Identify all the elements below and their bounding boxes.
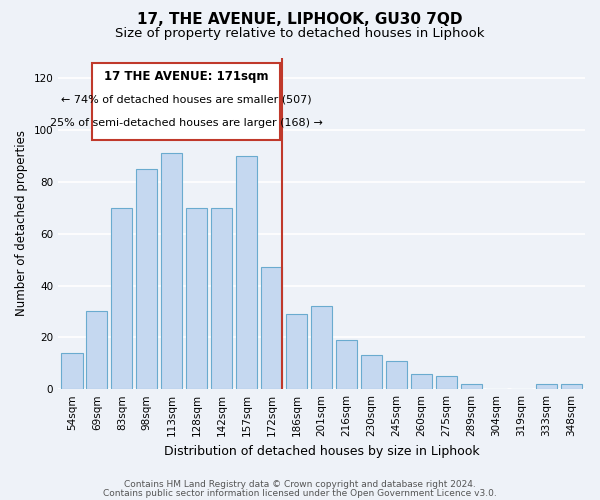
Bar	[261, 268, 282, 389]
Bar	[92, 62, 280, 140]
Y-axis label: Number of detached properties: Number of detached properties	[15, 130, 28, 316]
Text: ← 74% of detached houses are smaller (507): ← 74% of detached houses are smaller (50…	[61, 95, 311, 105]
Bar	[236, 156, 257, 389]
Text: Contains HM Land Registry data © Crown copyright and database right 2024.: Contains HM Land Registry data © Crown c…	[124, 480, 476, 489]
Bar	[211, 208, 232, 389]
Text: 17, THE AVENUE, LIPHOOK, GU30 7QD: 17, THE AVENUE, LIPHOOK, GU30 7QD	[137, 12, 463, 28]
Bar	[61, 353, 83, 389]
Text: Size of property relative to detached houses in Liphook: Size of property relative to detached ho…	[115, 28, 485, 40]
Bar	[111, 208, 133, 389]
Bar	[86, 312, 107, 389]
Bar	[436, 376, 457, 389]
Text: 17 THE AVENUE: 171sqm: 17 THE AVENUE: 171sqm	[104, 70, 268, 83]
Bar	[161, 154, 182, 389]
Bar	[186, 208, 208, 389]
Bar	[311, 306, 332, 389]
X-axis label: Distribution of detached houses by size in Liphook: Distribution of detached houses by size …	[164, 444, 479, 458]
Bar	[136, 169, 157, 389]
Bar	[560, 384, 582, 389]
Bar	[386, 360, 407, 389]
Text: 25% of semi-detached houses are larger (168) →: 25% of semi-detached houses are larger (…	[50, 118, 323, 128]
Text: Contains public sector information licensed under the Open Government Licence v3: Contains public sector information licen…	[103, 488, 497, 498]
Bar	[411, 374, 432, 389]
Bar	[286, 314, 307, 389]
Bar	[361, 356, 382, 389]
Bar	[461, 384, 482, 389]
Bar	[536, 384, 557, 389]
Bar	[336, 340, 357, 389]
